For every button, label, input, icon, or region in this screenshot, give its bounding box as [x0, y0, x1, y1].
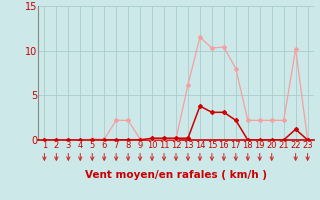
X-axis label: Vent moyen/en rafales ( km/h ): Vent moyen/en rafales ( km/h ) [85, 170, 267, 180]
